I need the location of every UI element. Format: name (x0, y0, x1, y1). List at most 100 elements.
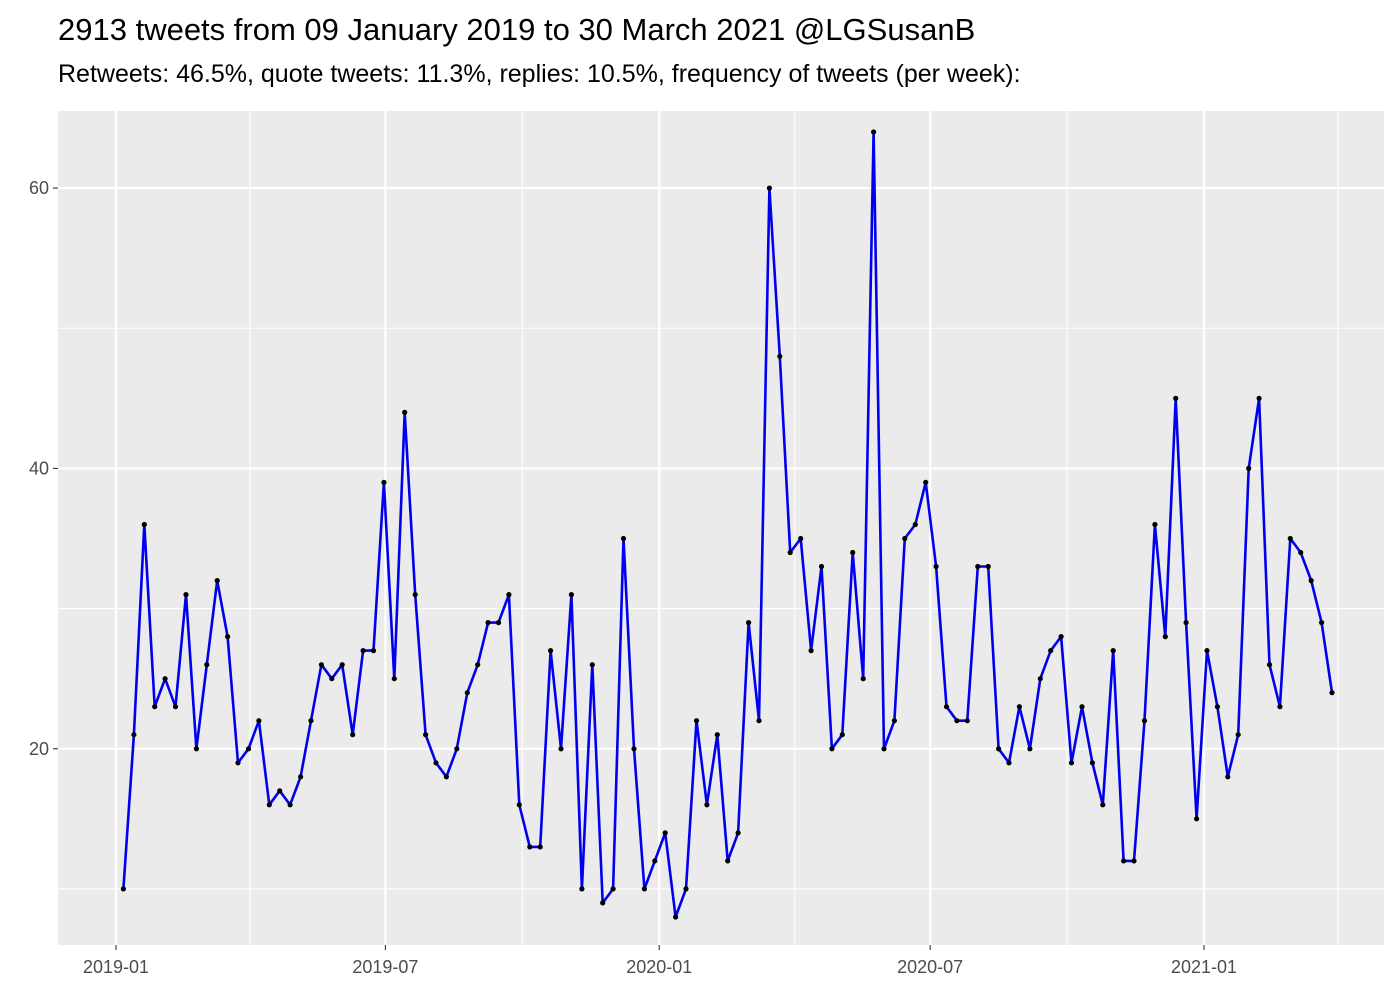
data-point (954, 718, 960, 724)
data-point (871, 129, 877, 135)
data-point (235, 760, 241, 766)
data-point (798, 535, 804, 542)
y-tick-label: 40 (29, 458, 49, 478)
data-point (1162, 634, 1168, 640)
y-tick-label: 20 (29, 739, 49, 759)
data-point (746, 620, 752, 626)
data-point (1100, 802, 1106, 808)
data-point (662, 830, 668, 836)
data-point (818, 563, 825, 570)
data-point (766, 185, 773, 191)
x-tick-label: 2019-01 (83, 957, 149, 977)
data-point (423, 732, 429, 738)
data-point (131, 732, 137, 738)
chart-title: 2913 tweets from 09 January 2019 to 30 M… (58, 12, 976, 47)
data-point (391, 676, 397, 682)
data-point (527, 844, 533, 850)
data-point (1058, 634, 1064, 640)
x-tick-label: 2020-01 (626, 957, 692, 977)
data-point (1089, 760, 1095, 766)
y-tick-label: 60 (29, 178, 49, 198)
data-point (172, 704, 179, 710)
data-point (1329, 690, 1335, 696)
data-point (725, 858, 731, 864)
points-layer (120, 129, 1335, 920)
data-point (1141, 718, 1148, 724)
data-point (1266, 662, 1273, 668)
data-point (683, 886, 689, 892)
data-point (1027, 746, 1033, 752)
data-point (641, 886, 648, 892)
data-point (1152, 521, 1158, 528)
data-point (360, 648, 366, 654)
data-point (548, 648, 554, 654)
data-point (558, 746, 564, 752)
x-tick-label: 2021-01 (1171, 957, 1237, 977)
data-point (829, 746, 835, 752)
data-point (923, 479, 929, 485)
data-point (1246, 465, 1252, 471)
data-point (308, 718, 314, 724)
data-point (850, 549, 856, 556)
data-point (996, 746, 1002, 752)
data-point (964, 718, 970, 724)
data-point (298, 774, 304, 780)
data-point (860, 676, 866, 682)
x-tick-label: 2020-07 (897, 957, 963, 977)
axes: 20 40 60 2019-01 2019-07 2020-01 2020-07 2021-0… (29, 178, 1237, 977)
data-point (1194, 816, 1200, 822)
data-point (120, 886, 126, 892)
data-point (402, 409, 408, 415)
data-point (1121, 858, 1127, 864)
data-point (443, 774, 449, 780)
data-point (1319, 620, 1325, 626)
data-point (277, 788, 283, 794)
data-point (1183, 620, 1189, 626)
data-point (475, 662, 481, 668)
data-point (912, 521, 918, 528)
data-point (183, 592, 189, 598)
x-tick-label: 2019-07 (352, 957, 418, 977)
data-point (1110, 648, 1116, 654)
data-point (381, 479, 387, 485)
data-point (975, 563, 981, 570)
data-point (985, 563, 991, 570)
data-point (225, 634, 231, 640)
data-point (350, 732, 356, 738)
data-point (256, 718, 262, 724)
data-point (495, 620, 502, 626)
data-point (693, 718, 700, 724)
data-point (339, 662, 345, 668)
data-point (1235, 732, 1241, 738)
data-point (891, 718, 898, 724)
data-point (214, 578, 220, 584)
data-point (714, 732, 720, 738)
data-point (537, 844, 543, 850)
data-point (579, 886, 585, 892)
data-point (620, 535, 627, 542)
plot-panel (58, 111, 1384, 945)
data-point (1016, 704, 1023, 710)
data-point (433, 760, 439, 766)
data-point (1173, 395, 1179, 401)
data-point (631, 746, 637, 752)
data-point (600, 900, 606, 906)
data-point (704, 802, 710, 808)
data-point (1048, 648, 1054, 654)
data-point (1308, 578, 1314, 584)
data-point (485, 620, 491, 626)
data-point (808, 648, 814, 654)
data-point (568, 592, 575, 598)
data-point (1006, 760, 1012, 766)
data-point (933, 563, 939, 570)
data-point (839, 732, 845, 738)
data-point (152, 704, 158, 710)
data-point (787, 549, 793, 556)
data-point (204, 662, 210, 668)
data-point (370, 648, 377, 654)
data-point (1214, 704, 1220, 710)
data-point (412, 592, 418, 598)
major-gridlines (58, 111, 1384, 945)
data-point (1068, 760, 1075, 766)
